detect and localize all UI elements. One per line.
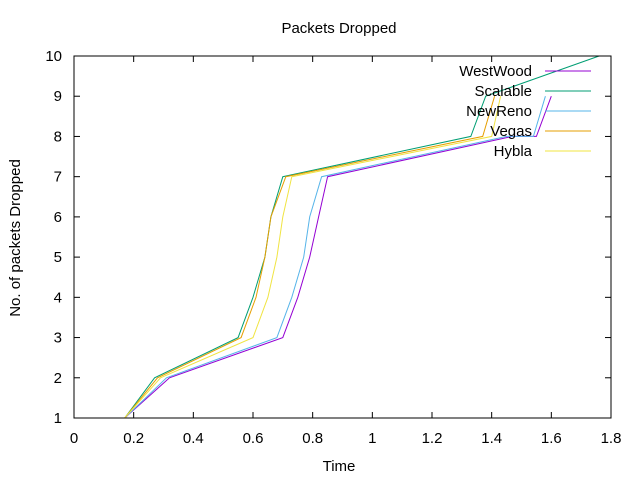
legend-label-vegas: Vegas: [490, 123, 532, 140]
x-tick-label: 0.4: [183, 430, 204, 447]
plot-frame: [73, 55, 612, 419]
x-axis-label: Time: [323, 458, 356, 475]
legend-label-newreno: NewReno: [466, 103, 532, 120]
y-tick-label: 4: [54, 289, 62, 306]
y-tick-label: 5: [54, 249, 62, 266]
x-tick-label: 0.2: [123, 430, 144, 447]
legend: WestWood Scalable NewReno Vegas Hybla: [459, 63, 591, 160]
y-tick-label: 10: [45, 48, 62, 65]
y-tick-label: 3: [54, 330, 62, 347]
x-tick-label: 0.8: [302, 430, 323, 447]
y-tick-label: 8: [54, 128, 62, 145]
y-axis-label: No. of packets Dropped: [7, 159, 24, 317]
x-tick-label: 1.2: [422, 430, 443, 447]
series-line-vegas: [124, 96, 496, 419]
x-tick-label: 0.6: [243, 430, 264, 447]
x-tick-label: 0: [70, 430, 78, 447]
legend-label-westwood: WestWood: [459, 63, 532, 80]
y-tick-label: 1: [54, 410, 62, 427]
x-tick-label: 1.6: [541, 430, 562, 447]
y-tick-label: 6: [54, 209, 62, 226]
series-line-hybla: [124, 96, 502, 419]
y-tick-label: 2: [54, 370, 62, 387]
x-tick-label: 1.4: [481, 430, 502, 447]
y-tick-label: 7: [54, 169, 62, 186]
series-line-newreno: [124, 96, 546, 419]
x-tick-label: 1.8: [601, 430, 622, 447]
series-lines: [124, 55, 600, 419]
x-tick-label: 1: [368, 430, 376, 447]
legend-label-hybla: Hybla: [494, 143, 533, 160]
axis-ticks: 0 0.2 0.4 0.6 0.8 1 1.2 1.4 1.6 1.8 1 2 3 4 5 6 7 8 9 10: [45, 48, 621, 447]
chart-title: Packets Dropped: [281, 20, 396, 37]
legend-label-scalable: Scalable: [474, 83, 532, 100]
y-tick-label: 9: [54, 88, 62, 105]
